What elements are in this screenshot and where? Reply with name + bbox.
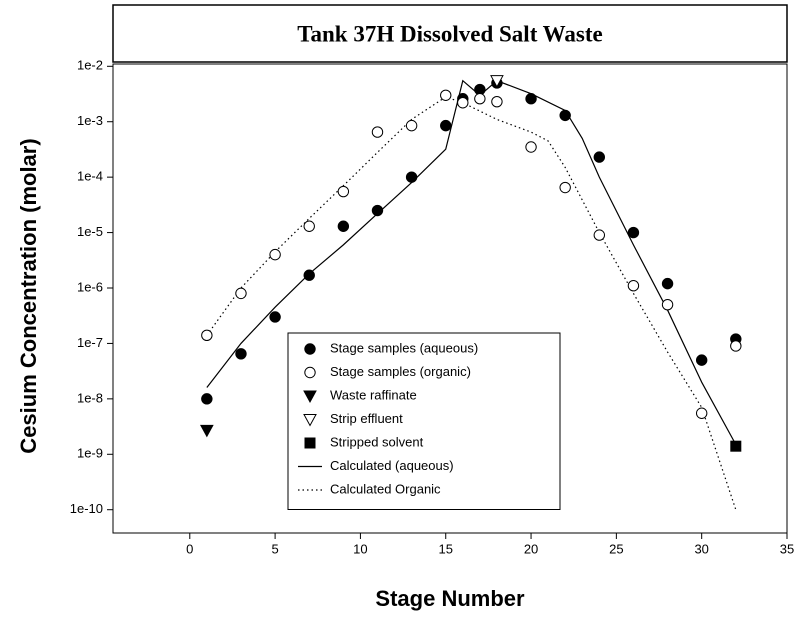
marker (440, 89, 452, 101)
marker (627, 226, 640, 239)
marker (235, 287, 247, 300)
plot-frame (112, 63, 788, 534)
marker (405, 119, 418, 132)
marker (559, 181, 571, 194)
marker (371, 204, 384, 217)
marker (490, 75, 504, 88)
marker (559, 109, 571, 122)
legend-label: Stage samples (organic) (330, 364, 471, 379)
legend-label: Stage samples (aqueous) (330, 340, 478, 355)
x-tick-label: 25 (609, 541, 623, 556)
marker (661, 298, 674, 311)
marker (593, 229, 606, 241)
y-axis-title: Cesium Concentration (molar) (16, 138, 41, 453)
marker (371, 126, 384, 138)
legend-label: Strip effluent (330, 411, 403, 426)
x-tick-label: 30 (694, 541, 708, 556)
x-axis-title: Stage Number (375, 586, 525, 611)
x-tick-label: 5 (271, 541, 278, 556)
y-tick-label: 1e-3 (77, 113, 103, 128)
legend: Stage samples (aqueous) Stage samples (or… (287, 332, 561, 510)
marker (235, 348, 247, 360)
marker (661, 277, 674, 290)
legend-box (287, 332, 561, 510)
x-tick-label: 0 (186, 541, 193, 556)
marker (200, 424, 214, 438)
y-tick-label: 1e-6 (77, 279, 103, 294)
y-tick-label: 1e-5 (77, 224, 103, 239)
x-tick-label: 35 (780, 541, 794, 556)
marker (457, 97, 469, 109)
marker (303, 220, 315, 232)
y-tick-label: 1e-8 (77, 390, 103, 405)
marker (269, 311, 281, 323)
marker (201, 393, 213, 405)
marker (269, 248, 281, 261)
x-tick-label: 20 (524, 541, 538, 556)
legend-marker (303, 414, 317, 427)
marker (337, 185, 350, 198)
y-tick-label: 1e-10 (70, 501, 103, 516)
marker (730, 440, 742, 452)
title-box (112, 4, 788, 63)
marker (695, 407, 708, 419)
legend-label: Calculated Organic (330, 481, 441, 496)
marker (405, 171, 418, 183)
x-tick-label: 15 (438, 541, 452, 556)
marker (695, 354, 708, 366)
legend-marker (304, 343, 316, 355)
legend-marker (304, 437, 316, 449)
marker (474, 93, 486, 105)
legend-label: Waste raffinate (330, 387, 417, 402)
legend-marker (303, 390, 317, 404)
y-tick-label: 1e-9 (77, 446, 103, 461)
marker (627, 280, 640, 292)
marker (730, 340, 742, 352)
marker (201, 329, 213, 342)
marker (491, 95, 503, 108)
marker (525, 141, 537, 153)
marker (593, 151, 606, 163)
marker (525, 93, 537, 105)
legend-label: Calculated (aqueous) (330, 458, 454, 473)
x-tick-label: 10 (353, 541, 367, 556)
y-tick-label: 1e-2 (77, 58, 103, 73)
marker (337, 220, 350, 232)
chart-title: Tank 37H Dissolved Salt Waste (297, 21, 602, 46)
plot-area (200, 75, 742, 510)
marker (440, 119, 452, 132)
marker (303, 269, 315, 281)
y-tick-label: 1e-4 (77, 169, 103, 184)
legend-marker (304, 366, 316, 379)
legend-label: Stripped solvent (330, 434, 424, 449)
y-tick-label: 1e-7 (77, 335, 103, 350)
